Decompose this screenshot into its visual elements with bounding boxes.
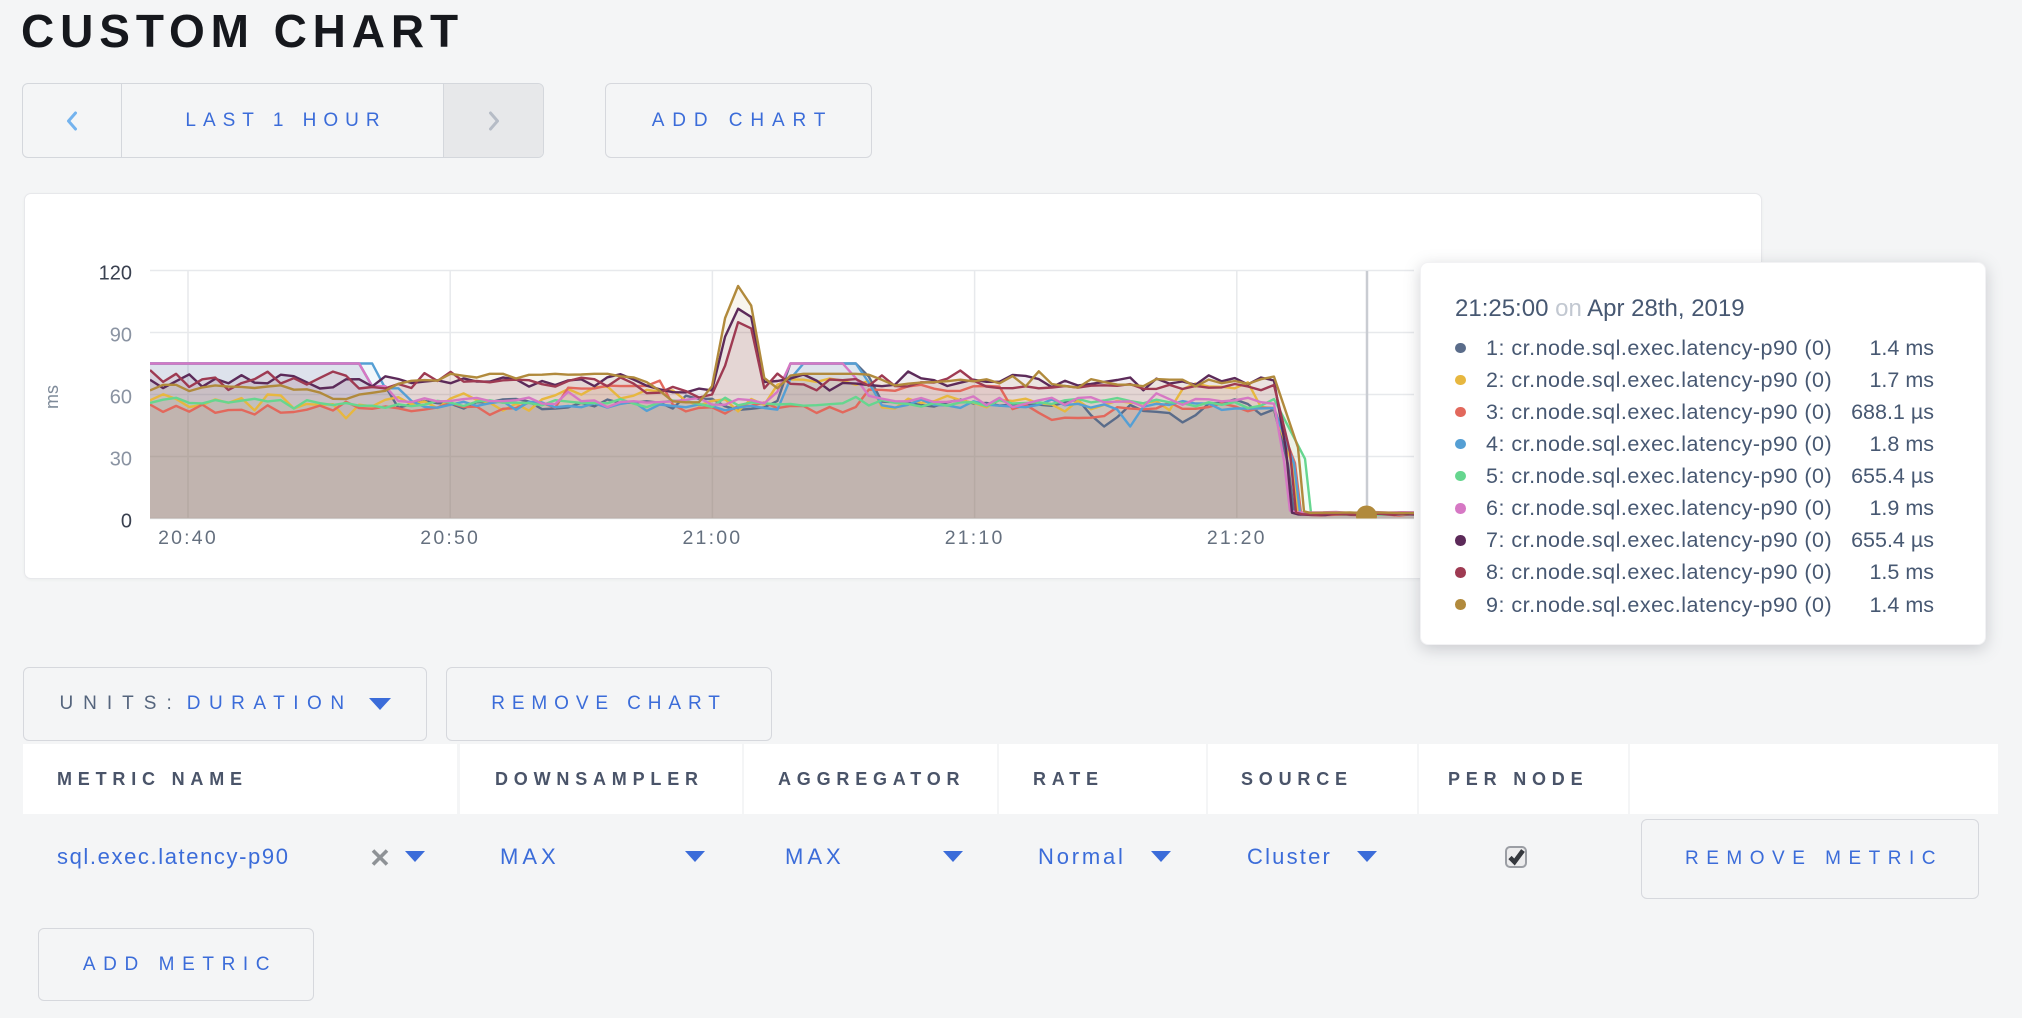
svg-text:21:10: 21:10 [945, 527, 1005, 549]
svg-text:0: 0 [121, 511, 132, 533]
svg-text:21:20: 21:20 [1207, 527, 1267, 549]
svg-text:90: 90 [110, 325, 132, 347]
svg-text:120: 120 [99, 263, 132, 285]
svg-text:20:40: 20:40 [158, 527, 218, 549]
svg-text:ms: ms [42, 385, 62, 409]
svg-text:30: 30 [110, 449, 132, 471]
svg-text:21:00: 21:00 [682, 527, 742, 549]
svg-text:20:50: 20:50 [420, 527, 480, 549]
svg-text:60: 60 [110, 387, 132, 409]
